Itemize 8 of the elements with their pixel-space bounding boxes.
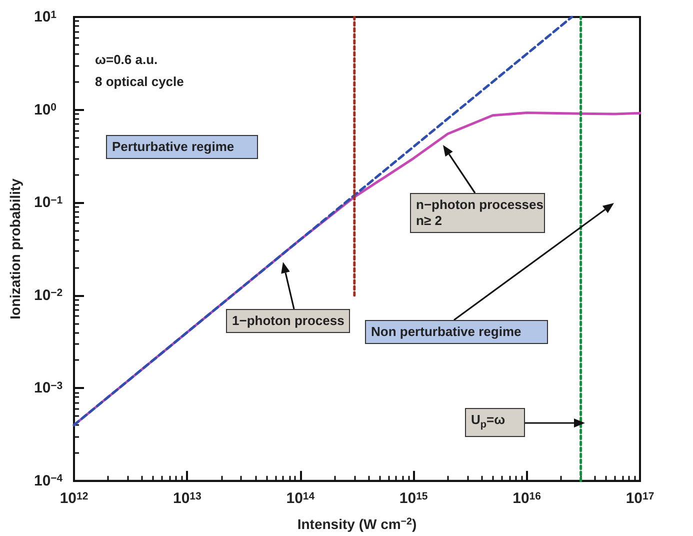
annotation: Non perturbative regime	[365, 320, 548, 344]
annotation: 8 optical cycle	[95, 74, 184, 90]
annotation: n−photon processes n≥ 2	[410, 193, 545, 233]
annotation: U$_{p}$=ω	[465, 408, 525, 437]
annotation: ω=0.6 a.u.	[95, 52, 158, 68]
y-axis-title: Ionization probability	[7, 178, 23, 320]
annotation: 1−photon process	[226, 309, 350, 333]
annotation: Perturbative regime	[106, 135, 258, 159]
